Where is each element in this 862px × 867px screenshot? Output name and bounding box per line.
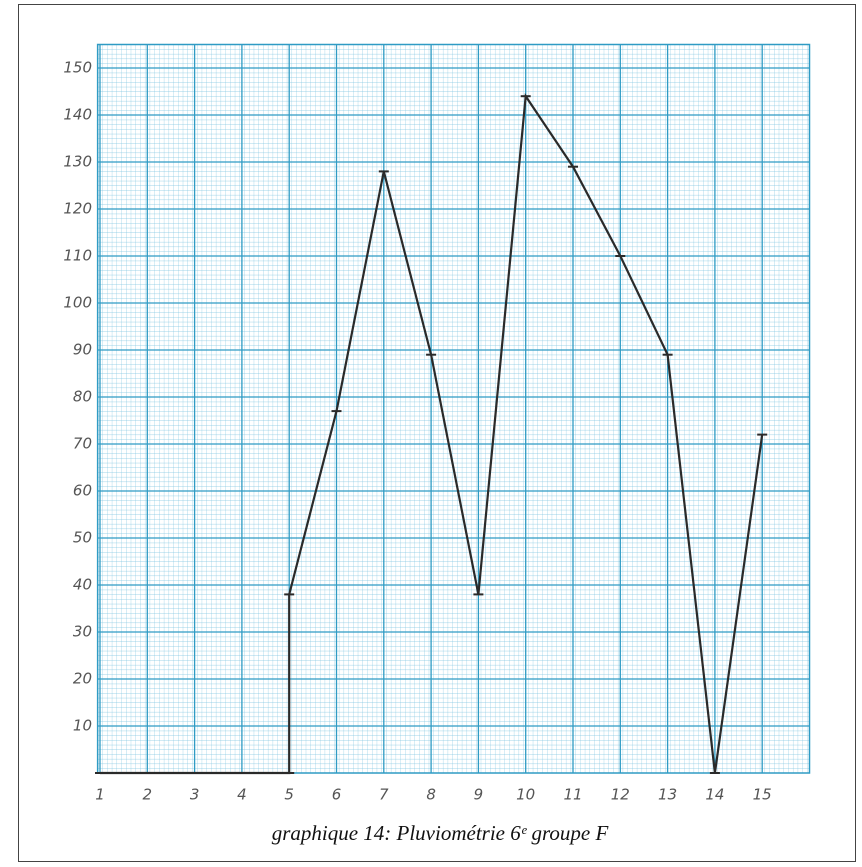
y-tick-label: 140 [63, 106, 92, 124]
y-tick-label: 80 [73, 388, 92, 406]
x-tick-label: 8 [426, 786, 436, 804]
y-tick-label: 100 [63, 294, 92, 312]
y-tick-label: 40 [73, 576, 92, 594]
x-tick-label: 1 [95, 786, 105, 804]
y-tick-label: 120 [63, 200, 92, 218]
graph-paper [97, 44, 810, 773]
x-tick-label: 10 [516, 786, 535, 804]
x-tick-label: 15 [753, 786, 772, 804]
y-tick-label: 10 [73, 717, 92, 735]
x-tick-label: 7 [379, 786, 389, 804]
plot-border [96, 43, 811, 774]
x-tick-label: 6 [332, 786, 342, 804]
caption: graphique 14: Pluviométrie 6ᵉ groupe F [272, 821, 609, 845]
y-tick-label: 30 [73, 623, 92, 641]
frame [18, 4, 856, 862]
y-tick-label: 60 [73, 482, 92, 500]
y-tick-label: 90 [73, 341, 92, 359]
y-tick-label: 50 [73, 529, 92, 547]
x-tick-label: 13 [658, 786, 677, 804]
y-tick-label: 130 [63, 153, 92, 171]
y-tick-label: 20 [73, 670, 92, 688]
x-tick-label: 12 [611, 786, 630, 804]
y-tick-label: 110 [63, 247, 92, 265]
x-tick-label: 9 [474, 786, 484, 804]
y-tick-label: 70 [73, 435, 92, 453]
x-tick-label: 14 [705, 786, 724, 804]
x-tick-label: 4 [237, 786, 247, 804]
x-tick-label: 11 [563, 786, 582, 804]
x-tick-label: 2 [143, 786, 153, 804]
y-tick-label: 150 [63, 59, 92, 77]
x-tick-label: 5 [284, 786, 294, 804]
x-tick-label: 3 [190, 786, 200, 804]
